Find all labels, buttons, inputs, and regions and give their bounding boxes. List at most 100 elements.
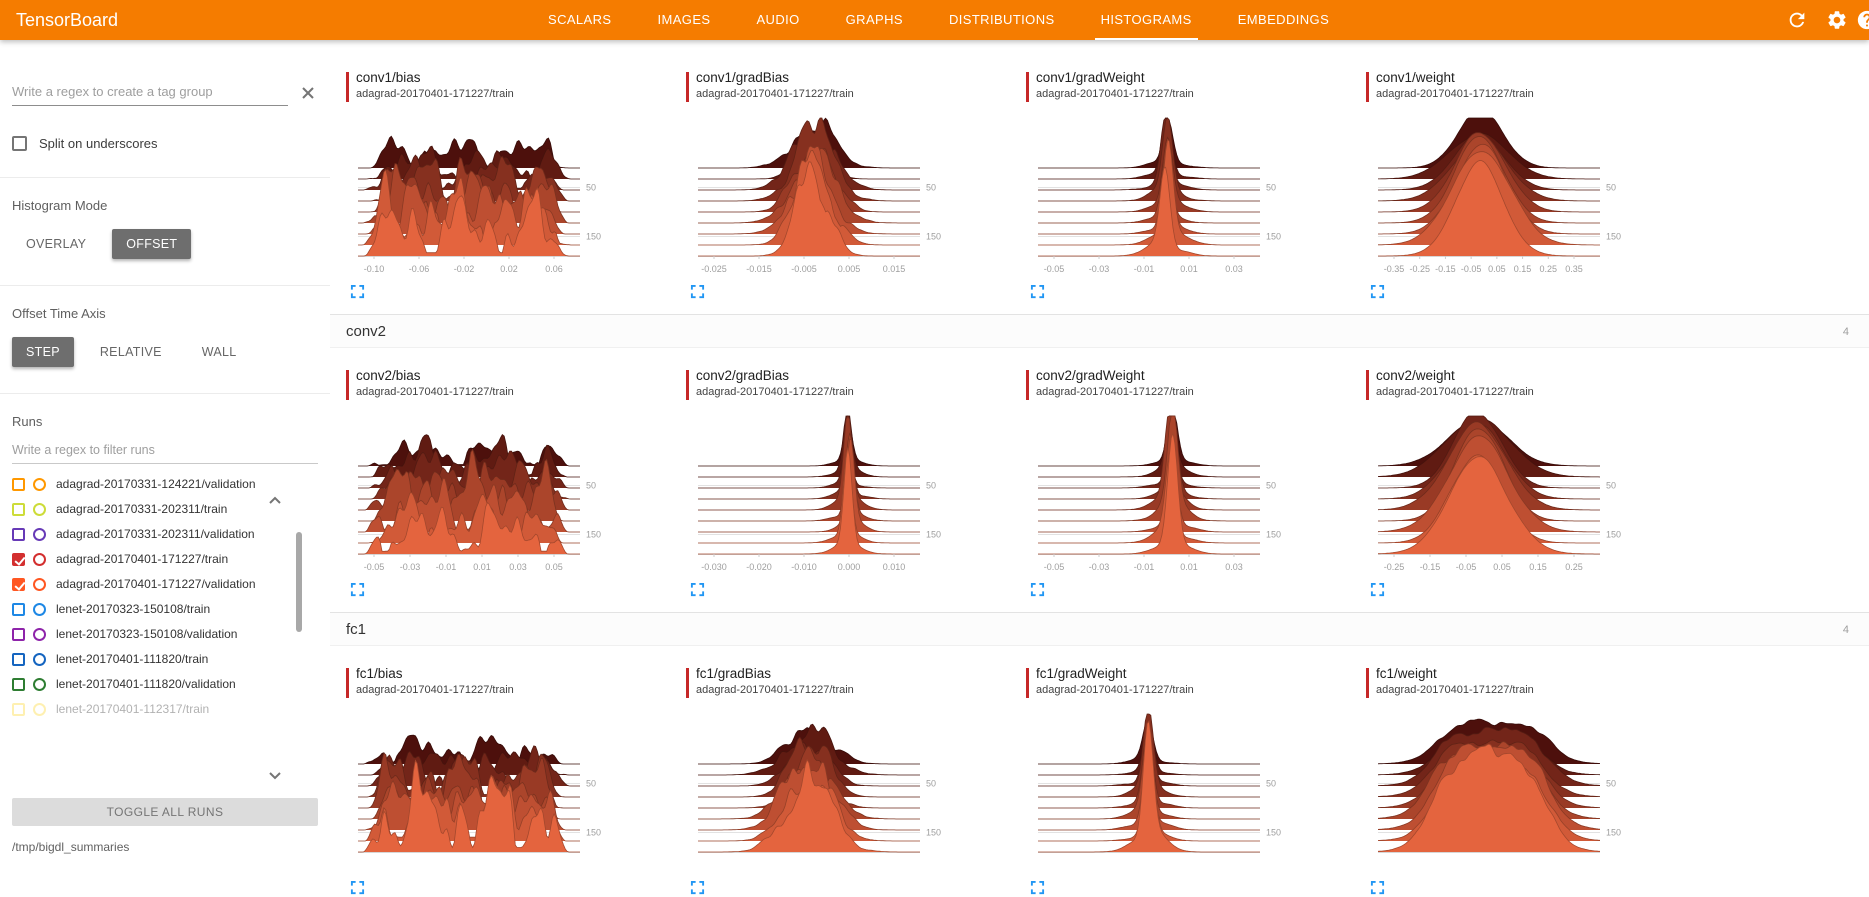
- run-color-bar: [346, 668, 349, 698]
- group-header[interactable]: conv2 4: [330, 314, 1869, 348]
- divider: [0, 177, 330, 178]
- tab-graphs[interactable]: GRAPHS: [845, 12, 903, 27]
- help-icon[interactable]: [1856, 9, 1869, 31]
- split-underscores-checkbox-row[interactable]: Split on underscores: [12, 136, 318, 151]
- run-checkbox[interactable]: [12, 528, 25, 541]
- run-checkbox[interactable]: [12, 678, 25, 691]
- run-row[interactable]: adagrad-20170331-202311/validation: [12, 522, 318, 547]
- expand-chart-icon[interactable]: [350, 284, 366, 300]
- split-underscores-checkbox[interactable]: [12, 136, 27, 151]
- axis-relative-button[interactable]: RELATIVE: [86, 337, 176, 367]
- expand-chart-icon[interactable]: [1030, 284, 1046, 300]
- run-checkbox[interactable]: [12, 628, 25, 641]
- run-color-circle[interactable]: [33, 678, 46, 691]
- run-color-circle[interactable]: [33, 503, 46, 516]
- run-row[interactable]: lenet-20170323-150108/train: [12, 597, 318, 622]
- run-row[interactable]: adagrad-20170331-124221/validation: [12, 472, 318, 497]
- run-checkbox[interactable]: [12, 653, 25, 666]
- svg-text:50: 50: [1266, 183, 1276, 193]
- expand-chart-icon[interactable]: [690, 880, 706, 896]
- axis-step-button[interactable]: STEP: [12, 337, 74, 367]
- run-checkbox[interactable]: [12, 578, 25, 591]
- expand-chart-icon[interactable]: [1370, 880, 1386, 896]
- tag-group-regex-input[interactable]: [12, 80, 288, 106]
- run-filter-input[interactable]: [12, 439, 318, 464]
- run-color-circle[interactable]: [33, 603, 46, 616]
- tab-audio[interactable]: AUDIO: [756, 12, 800, 27]
- card-run-name: adagrad-20170401-171227/train: [1036, 684, 1194, 696]
- histogram-card: conv1/gradWeight adagrad-20170401-171227/…: [1026, 64, 1356, 304]
- group-name: conv2: [346, 323, 387, 340]
- histogram-card: fc1/gradWeight adagrad-20170401-171227/tr…: [1026, 660, 1356, 897]
- expand-chart-icon[interactable]: [690, 284, 706, 300]
- run-color-circle[interactable]: [33, 653, 46, 666]
- run-checkbox[interactable]: [12, 478, 25, 491]
- scroll-down-icon[interactable]: [268, 768, 282, 780]
- tab-histograms[interactable]: HISTOGRAMS: [1094, 0, 1198, 40]
- card-run-name: adagrad-20170401-171227/train: [696, 88, 854, 100]
- run-row[interactable]: lenet-20170401-111820/train: [12, 647, 318, 672]
- svg-text:0.03: 0.03: [509, 562, 527, 572]
- run-color-circle[interactable]: [33, 628, 46, 641]
- mode-overlay-button[interactable]: OVERLAY: [12, 229, 100, 259]
- run-row[interactable]: lenet-20170401-112317/train: [12, 697, 318, 722]
- refresh-icon[interactable]: [1786, 9, 1808, 31]
- expand-chart-icon[interactable]: [350, 582, 366, 598]
- run-color-circle[interactable]: [33, 703, 46, 716]
- run-checkbox[interactable]: [12, 553, 25, 566]
- axis-wall-button[interactable]: WALL: [188, 337, 251, 367]
- svg-text:-0.03: -0.03: [400, 562, 421, 572]
- expand-chart-icon[interactable]: [350, 880, 366, 896]
- card-title: conv1/bias: [356, 70, 421, 85]
- svg-text:-0.02: -0.02: [454, 264, 475, 274]
- histogram-chart: 50 150 -0.10 -0.06 -0.02 0.02 0.06: [358, 135, 601, 274]
- svg-text:50: 50: [1606, 183, 1616, 193]
- toggle-all-runs-button[interactable]: TOGGLE ALL RUNS: [12, 798, 318, 826]
- group-header[interactable]: fc1 4: [330, 612, 1869, 646]
- clear-regex-icon[interactable]: [300, 85, 318, 103]
- svg-text:-0.15: -0.15: [1420, 562, 1441, 572]
- mode-offset-button[interactable]: OFFSET: [112, 229, 192, 259]
- run-color-circle[interactable]: [33, 478, 46, 491]
- expand-chart-icon[interactable]: [1370, 284, 1386, 300]
- run-checkbox[interactable]: [12, 703, 25, 716]
- expand-chart-icon[interactable]: [690, 582, 706, 598]
- expand-chart-icon[interactable]: [1370, 582, 1386, 598]
- run-list: adagrad-20170331-124221/validation adagra…: [12, 472, 318, 790]
- settings-gear-icon[interactable]: [1826, 9, 1848, 31]
- svg-text:-0.020: -0.020: [746, 562, 772, 572]
- run-color-circle[interactable]: [33, 528, 46, 541]
- run-color-circle[interactable]: [33, 553, 46, 566]
- tab-distributions[interactable]: DISTRIBUTIONS: [948, 12, 1055, 27]
- tag-group: conv1/bias adagrad-20170401-171227/train 5…: [330, 40, 1869, 314]
- group-name: fc1: [346, 621, 367, 638]
- tab-embeddings[interactable]: EMBEDDINGS: [1237, 12, 1330, 27]
- run-row[interactable]: adagrad-20170401-171227/train: [12, 547, 318, 572]
- svg-text:-0.05: -0.05: [1456, 562, 1477, 572]
- expand-chart-icon[interactable]: [1030, 582, 1046, 598]
- run-color-bar: [346, 370, 349, 400]
- card-title: conv1/weight: [1376, 70, 1455, 85]
- run-color-bar: [686, 72, 689, 102]
- run-row[interactable]: adagrad-20170331-202311/train: [12, 497, 318, 522]
- run-row[interactable]: lenet-20170401-111820/validation: [12, 672, 318, 697]
- run-row[interactable]: adagrad-20170401-171227/validation: [12, 572, 318, 597]
- run-row[interactable]: lenet-20170323-150108/validation: [12, 622, 318, 647]
- run-checkbox[interactable]: [12, 603, 25, 616]
- tab-scalars[interactable]: SCALARS: [548, 12, 612, 27]
- expand-chart-icon[interactable]: [1030, 880, 1046, 896]
- svg-text:-0.025: -0.025: [701, 264, 727, 274]
- tab-images[interactable]: IMAGES: [657, 12, 711, 27]
- svg-text:150: 150: [586, 231, 601, 241]
- scroll-up-icon[interactable]: [268, 492, 282, 504]
- histogram-card: conv1/weight adagrad-20170401-171227/trai…: [1366, 64, 1696, 304]
- run-checkbox[interactable]: [12, 503, 25, 516]
- nav-tabs: SCALARS IMAGES AUDIO GRAPHS DISTRIBUTIONS HIS…: [548, 0, 1329, 40]
- run-color-circle[interactable]: [33, 578, 46, 591]
- run-list-scrollbar[interactable]: [296, 532, 302, 632]
- histogram-card: conv2/gradWeight adagrad-20170401-171227/…: [1026, 362, 1356, 602]
- svg-text:0.01: 0.01: [1180, 264, 1198, 274]
- histograms-dashboard: conv1/bias adagrad-20170401-171227/train 5…: [330, 40, 1869, 897]
- histogram-card: fc1/bias adagrad-20170401-171227/train 50 1…: [346, 660, 676, 897]
- split-underscores-label: Split on underscores: [39, 136, 158, 151]
